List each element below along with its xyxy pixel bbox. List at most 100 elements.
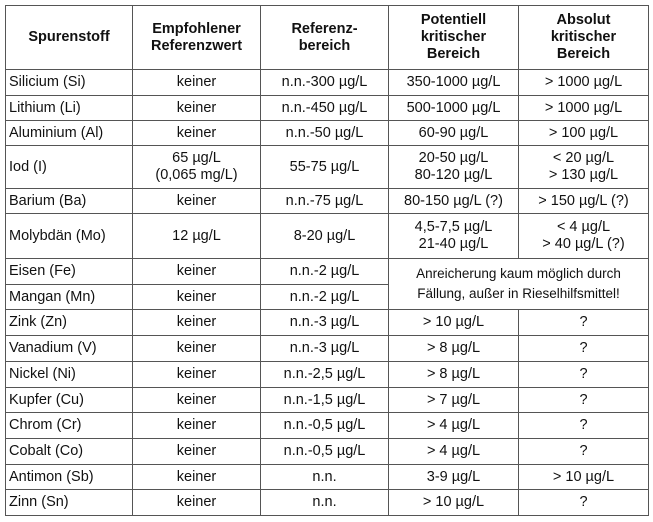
cell-potentiell-kritisch: 80-150 µg/L (?) bbox=[388, 188, 519, 214]
cell-referenzbereich: n.n. bbox=[260, 464, 389, 490]
cell-spurenstoff: Aluminium (Al) bbox=[5, 120, 133, 146]
cell-empfohlener-referenzwert: keiner bbox=[132, 438, 261, 465]
header-absolut-kritisch: Absolut kritischer Bereich bbox=[518, 5, 649, 70]
table-row: Lithium (Li) keiner n.n.-450 µg/L 500-1000 … bbox=[5, 95, 649, 121]
table-row: Mangan (Mn) keiner n.n.-2 µg/L bbox=[5, 284, 649, 310]
cell-potentiell-kritisch: 20-50 µg/L 80-120 µg/L bbox=[388, 145, 519, 189]
cell-empfohlener-referenzwert: 12 µg/L bbox=[132, 213, 261, 259]
cell-empfohlener-referenzwert: keiner bbox=[132, 188, 261, 214]
table-row: Zinn (Sn) keiner n.n. > 10 µg/L? bbox=[5, 489, 649, 516]
cell-potentiell-kritisch: 3-9 µg/L bbox=[388, 464, 519, 490]
cell-referenzbereich: 55-75 µg/L bbox=[260, 145, 389, 189]
cell-potentiell-kritisch: 60-90 µg/L bbox=[388, 120, 519, 146]
cell-referenzbereich: n.n.-2 µg/L bbox=[260, 284, 389, 310]
cell-potentiell-kritisch: > 8 µg/L bbox=[388, 335, 519, 362]
table-row: Molybdän (Mo) 12 µg/L 8-20 µg/L 4,5-7,5 µg/… bbox=[5, 213, 649, 259]
table-row: Nickel (Ni) keiner n.n.-2,5 µg/L > 8 µg/L? bbox=[5, 361, 649, 388]
cell-absolut-kritisch: ? bbox=[518, 489, 649, 516]
cell-absolut-kritisch: ? bbox=[518, 361, 649, 388]
cell-absolut-kritisch: ? bbox=[518, 438, 649, 465]
header-empfohlener-referenzwert: Empfohlener Referenzwert bbox=[132, 5, 261, 70]
cell-absolut-kritisch: > 100 µg/L bbox=[518, 120, 649, 146]
trace-elements-table: Spurenstoff Empfohlener Referenzwert Ref… bbox=[5, 5, 649, 516]
cell-potentiell-kritisch: > 7 µg/L bbox=[388, 387, 519, 413]
header-potentiell-kritisch: Potentiell kritischer Bereich bbox=[388, 5, 519, 70]
cell-note: Anreicherung kaum möglich durch Fällung,… bbox=[388, 258, 649, 310]
cell-spurenstoff: Antimon (Sb) bbox=[5, 464, 133, 490]
cell-empfohlener-referenzwert: keiner bbox=[132, 309, 261, 336]
cell-spurenstoff: Iod (I) bbox=[5, 145, 133, 189]
cell-spurenstoff: Silicium (Si) bbox=[5, 69, 133, 96]
cell-referenzbereich: n.n.-300 µg/L bbox=[260, 69, 389, 96]
cell-empfohlener-referenzwert: 65 µg/L (0,065 mg/L) bbox=[132, 145, 261, 189]
table-row: Vanadium (V) keiner n.n.-3 µg/L > 8 µg/L? bbox=[5, 335, 649, 362]
table-row: Barium (Ba) keiner n.n.-75 µg/L 80-150 µg/L… bbox=[5, 188, 649, 214]
cell-potentiell-kritisch: 350-1000 µg/L bbox=[388, 69, 519, 96]
cell-spurenstoff: Nickel (Ni) bbox=[5, 361, 133, 388]
table-row: Cobalt (Co) keiner n.n.-0,5 µg/L > 4 µg/L? bbox=[5, 438, 649, 465]
cell-potentiell-kritisch: 500-1000 µg/L bbox=[388, 95, 519, 121]
table-row: Aluminium (Al) keiner n.n.-50 µg/L 60-90 µg… bbox=[5, 120, 649, 146]
table-row: Iod (I) 65 µg/L (0,065 mg/L) 55-75 µg/L 20-… bbox=[5, 145, 649, 189]
cell-empfohlener-referenzwert: keiner bbox=[132, 258, 261, 285]
header-referenzbereich: Referenz- bereich bbox=[260, 5, 389, 70]
cell-absolut-kritisch: > 1000 µg/L bbox=[518, 95, 649, 121]
cell-potentiell-kritisch: > 4 µg/L bbox=[388, 412, 519, 439]
cell-spurenstoff: Barium (Ba) bbox=[5, 188, 133, 214]
cell-spurenstoff: Kupfer (Cu) bbox=[5, 387, 133, 413]
cell-referenzbereich: 8-20 µg/L bbox=[260, 213, 389, 259]
cell-potentiell-kritisch: > 8 µg/L bbox=[388, 361, 519, 388]
cell-potentiell-kritisch: > 4 µg/L bbox=[388, 438, 519, 465]
cell-empfohlener-referenzwert: keiner bbox=[132, 361, 261, 388]
cell-referenzbereich: n.n.-2 µg/L bbox=[260, 258, 389, 285]
cell-empfohlener-referenzwert: keiner bbox=[132, 69, 261, 96]
cell-absolut-kritisch: < 4 µg/L > 40 µg/L (?) bbox=[518, 213, 649, 259]
cell-spurenstoff: Cobalt (Co) bbox=[5, 438, 133, 465]
cell-referenzbereich: n.n.-50 µg/L bbox=[260, 120, 389, 146]
header-spurenstoff: Spurenstoff bbox=[5, 5, 133, 70]
cell-spurenstoff: Zinn (Sn) bbox=[5, 489, 133, 516]
cell-spurenstoff: Eisen (Fe) bbox=[5, 258, 133, 285]
table-row: Silicium (Si) keiner n.n.-300 µg/L 350-1000… bbox=[5, 69, 649, 96]
cell-absolut-kritisch: ? bbox=[518, 309, 649, 336]
cell-spurenstoff: Mangan (Mn) bbox=[5, 284, 133, 310]
cell-empfohlener-referenzwert: keiner bbox=[132, 489, 261, 516]
table-row: Antimon (Sb) keiner n.n. 3-9 µg/L > 10 µg/L bbox=[5, 464, 649, 490]
cell-referenzbereich: n.n.-0,5 µg/L bbox=[260, 412, 389, 439]
cell-spurenstoff: Lithium (Li) bbox=[5, 95, 133, 121]
cell-absolut-kritisch: ? bbox=[518, 412, 649, 439]
cell-referenzbereich: n.n.-3 µg/L bbox=[260, 335, 389, 362]
cell-absolut-kritisch: > 1000 µg/L bbox=[518, 69, 649, 96]
table-row: Eisen (Fe) keiner n.n.-2 µg/L Anreicherung … bbox=[5, 258, 649, 310]
cell-absolut-kritisch: ? bbox=[518, 335, 649, 362]
cell-empfohlener-referenzwert: keiner bbox=[132, 120, 261, 146]
table-row: Kupfer (Cu) keiner n.n.-1,5 µg/L > 7 µg/L? bbox=[5, 387, 649, 413]
cell-absolut-kritisch: ? bbox=[518, 387, 649, 413]
cell-referenzbereich: n.n.-1,5 µg/L bbox=[260, 387, 389, 413]
cell-empfohlener-referenzwert: keiner bbox=[132, 335, 261, 362]
cell-empfohlener-referenzwert: keiner bbox=[132, 95, 261, 121]
cell-referenzbereich: n.n.-3 µg/L bbox=[260, 309, 389, 336]
cell-referenzbereich: n.n.-75 µg/L bbox=[260, 188, 389, 214]
cell-spurenstoff: Molybdän (Mo) bbox=[5, 213, 133, 259]
cell-spurenstoff: Vanadium (V) bbox=[5, 335, 133, 362]
cell-absolut-kritisch: < 20 µg/L > 130 µg/L bbox=[518, 145, 649, 189]
cell-referenzbereich: n.n.-2,5 µg/L bbox=[260, 361, 389, 388]
cell-empfohlener-referenzwert: keiner bbox=[132, 284, 261, 310]
cell-potentiell-kritisch: > 10 µg/L bbox=[388, 309, 519, 336]
cell-spurenstoff: Chrom (Cr) bbox=[5, 412, 133, 439]
cell-spurenstoff: Zink (Zn) bbox=[5, 309, 133, 336]
header-row: Spurenstoff Empfohlener Referenzwert Ref… bbox=[5, 5, 649, 70]
cell-referenzbereich: n.n.-0,5 µg/L bbox=[260, 438, 389, 465]
cell-empfohlener-referenzwert: keiner bbox=[132, 464, 261, 490]
cell-empfohlener-referenzwert: keiner bbox=[132, 387, 261, 413]
cell-referenzbereich: n.n. bbox=[260, 489, 389, 516]
cell-empfohlener-referenzwert: keiner bbox=[132, 412, 261, 439]
cell-absolut-kritisch: > 10 µg/L bbox=[518, 464, 649, 490]
cell-potentiell-kritisch: > 10 µg/L bbox=[388, 489, 519, 516]
table-row: Zink (Zn) keiner n.n.-3 µg/L > 10 µg/L? bbox=[5, 309, 649, 336]
cell-potentiell-kritisch: 4,5-7,5 µg/L 21-40 µg/L bbox=[388, 213, 519, 259]
cell-absolut-kritisch: > 150 µg/L (?) bbox=[518, 188, 649, 214]
cell-referenzbereich: n.n.-450 µg/L bbox=[260, 95, 389, 121]
table-row: Chrom (Cr) keiner n.n.-0,5 µg/L > 4 µg/L? bbox=[5, 412, 649, 439]
